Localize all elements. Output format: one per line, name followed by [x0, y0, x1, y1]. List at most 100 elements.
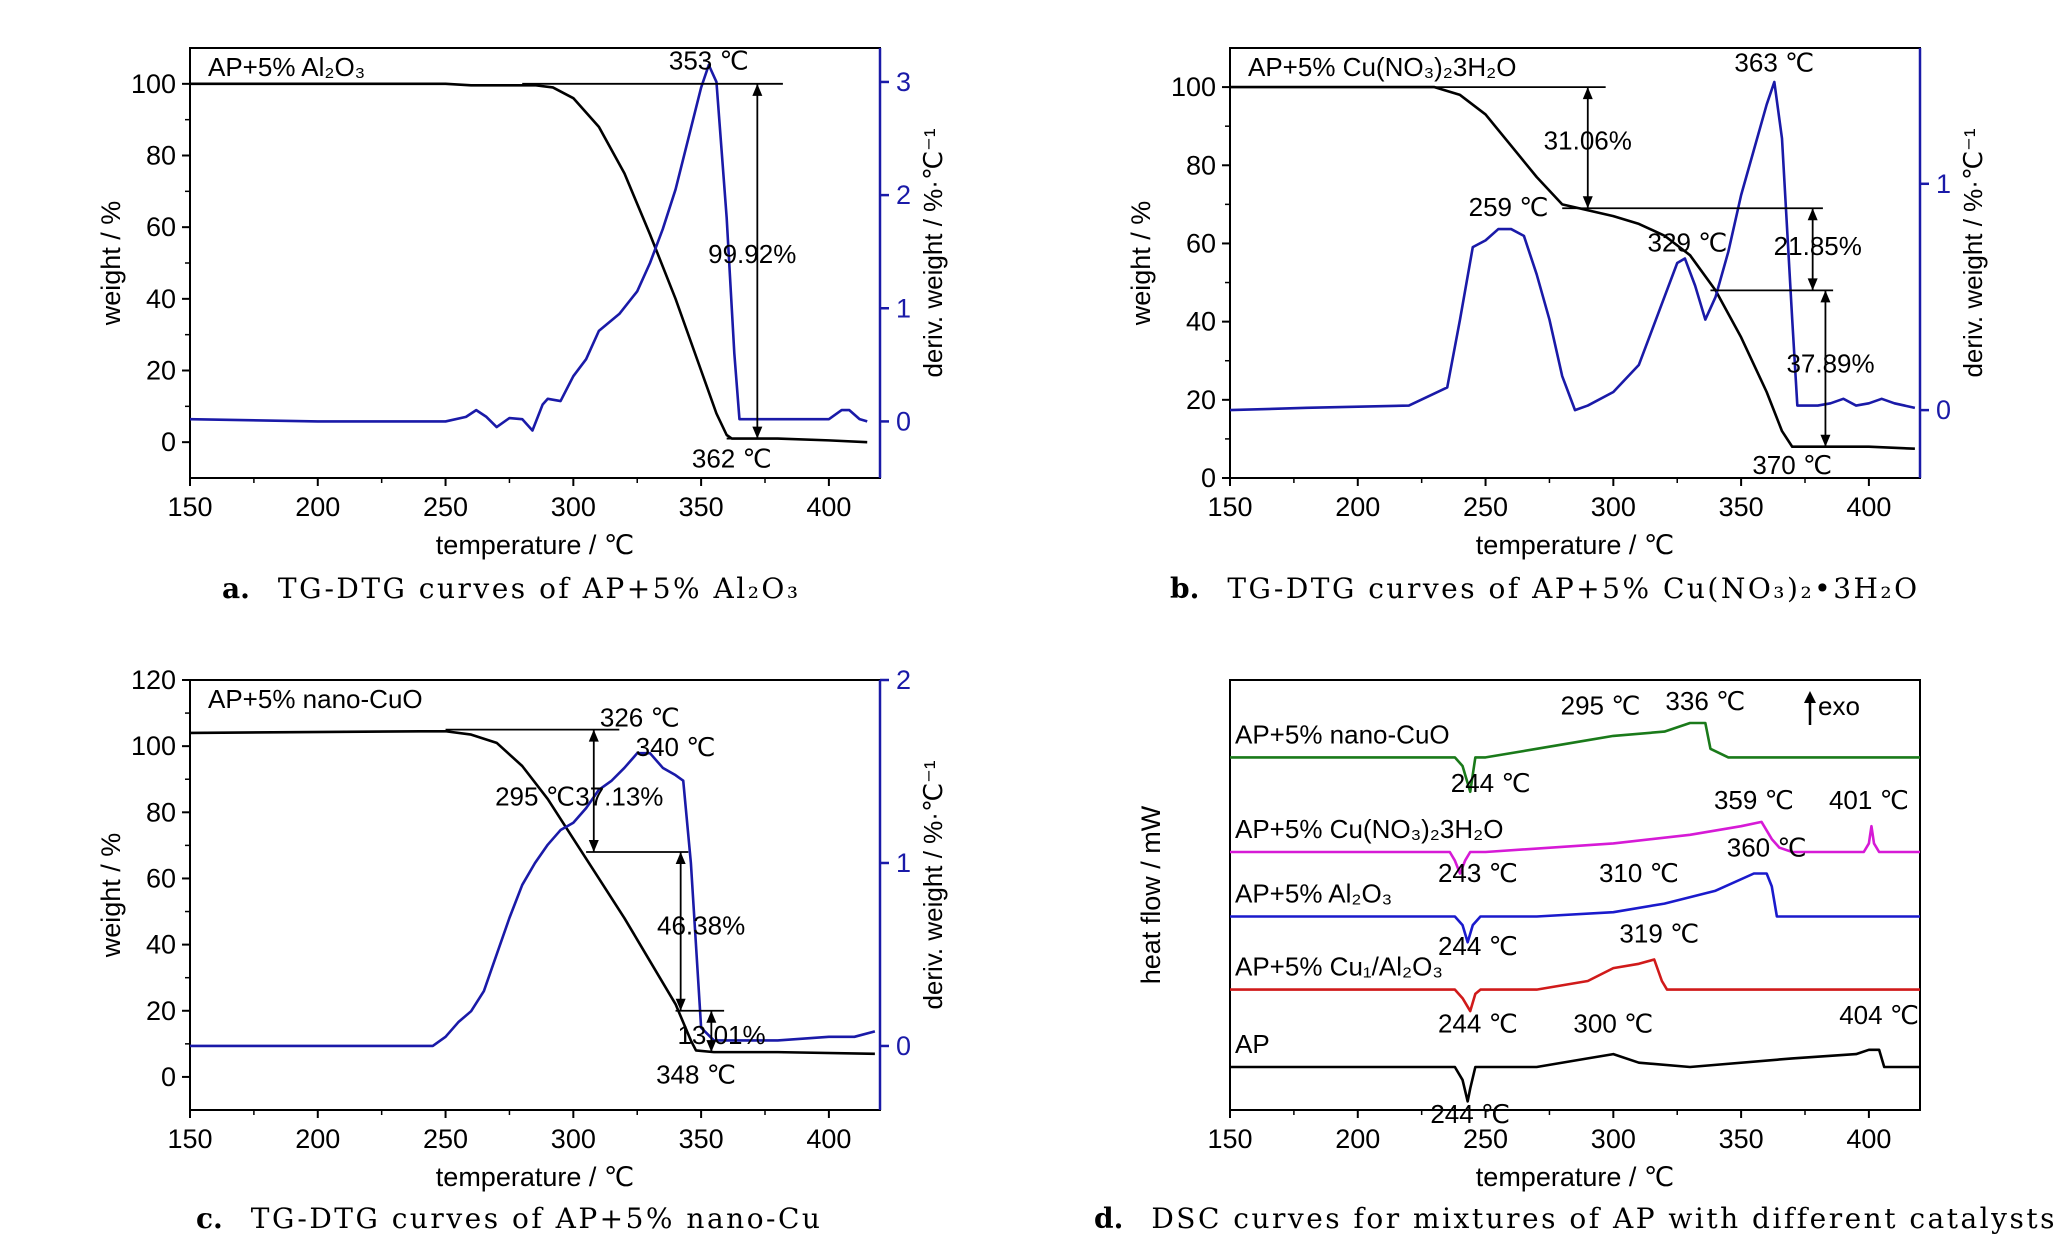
- dtg-curve-1: [189, 63, 868, 432]
- caption-c: c. TG-DTG curves of AP+5% nano-Cu: [196, 1202, 822, 1235]
- annotation-label: 259 ℃: [1469, 192, 1549, 222]
- x-tick-label: 350: [1719, 1124, 1764, 1154]
- y2-tick-label: 1: [1936, 169, 1951, 199]
- x-tick-label: 250: [1463, 492, 1508, 522]
- annotation-label: 295 ℃: [1561, 690, 1641, 720]
- y-tick-label: 60: [146, 212, 176, 242]
- x-tick-label: 400: [1846, 492, 1891, 522]
- x-tick-label: 350: [679, 1124, 724, 1154]
- step-arrow-3-head-bottom: [706, 1040, 717, 1053]
- y2-tick-label: 3: [896, 67, 911, 97]
- chart-panel-d: 150 200 250 300 350 400 temperature / ℃ heat fl…: [1100, 640, 2060, 1260]
- dsc-curve-0: [1230, 721, 1920, 794]
- step-arrow-head-bottom: [752, 426, 763, 439]
- y-axis-label: weight / %: [96, 201, 126, 327]
- annotation-label: 243 ℃: [1438, 858, 1518, 888]
- annotation-label: 348 ℃: [656, 1060, 736, 1090]
- x-axis-label: temperature / ℃: [436, 530, 634, 560]
- x-tick-label: 400: [806, 492, 851, 522]
- x-tick-label: 400: [806, 1124, 851, 1154]
- dsc-chart-d: 150 200 250 300 350 400 temperature / ℃ heat fl…: [1136, 679, 1921, 1192]
- dsc-curve-1: [1230, 820, 1920, 875]
- x-tick-label: 300: [551, 1124, 596, 1154]
- annotation-label: 363 ℃: [1734, 47, 1814, 77]
- y2-axis-label: deriv. weight / %·℃⁻¹: [1958, 128, 1988, 377]
- x-axis-label: temperature / ℃: [436, 1162, 634, 1192]
- annotation-label: 244 ℃: [1430, 1099, 1510, 1129]
- annotation-label: 326 ℃: [600, 702, 680, 732]
- caption-c-text: TG-DTG curves of AP+5% nano-Cu: [250, 1202, 823, 1235]
- annotation-label: 37.89%: [1786, 348, 1874, 378]
- x-tick-label: 350: [1719, 492, 1764, 522]
- chart-panel-c: 150 200 250 300 350 400 temperature / ℃ 0 20 40 60…: [80, 640, 948, 1260]
- x-tick-label: 200: [295, 492, 340, 522]
- y-tick-label: 120: [131, 665, 176, 695]
- x-axis-label: temperature / ℃: [1476, 1162, 1674, 1192]
- x-tick-label: 150: [167, 1124, 212, 1154]
- annotation-label: 99.92%: [708, 239, 796, 269]
- x-tick-label: 150: [167, 492, 212, 522]
- y2-tick-label: 1: [896, 848, 911, 878]
- caption-d: d. DSC curves for mixtures of AP with dif…: [1094, 1202, 2057, 1235]
- step-arrow-3-head-top: [706, 1010, 717, 1023]
- y-tick-label: 100: [1171, 72, 1216, 102]
- annotation-label: 37.13%: [575, 782, 663, 812]
- annotation-label: 295 ℃: [495, 782, 575, 812]
- y2-tick-label: 0: [1936, 395, 1951, 425]
- annotation-label: 46.38%: [657, 911, 745, 941]
- annotation-label: 244 ℃: [1451, 768, 1531, 798]
- y-tick-label: 60: [146, 863, 176, 893]
- series-label: AP+5% Cu₁/Al₂O₃: [1235, 952, 1443, 982]
- annotation-label: 244 ℃: [1438, 931, 1518, 961]
- y-tick-label: 80: [146, 797, 176, 827]
- y-tick-label: 40: [146, 930, 176, 960]
- dsc-curve-2: [1230, 872, 1920, 944]
- x-tick-label: 300: [551, 492, 596, 522]
- x-tick-label: 200: [1335, 1124, 1380, 1154]
- annotation-label: 310 ℃: [1599, 858, 1679, 888]
- annotation-label: 336 ℃: [1665, 686, 1745, 716]
- legend-label: AP+5% Cu(NO₃)₂3H₂O: [1248, 52, 1516, 82]
- step-arrow-3-head-bottom: [1820, 434, 1831, 447]
- series-label: AP+5% Cu(NO₃)₂3H₂O: [1235, 814, 1503, 844]
- exo-label: exo: [1818, 691, 1860, 721]
- x-tick-label: 200: [295, 1124, 340, 1154]
- step-arrow-1-head-top: [1582, 87, 1593, 100]
- step-arrow-2-head-bottom: [1807, 278, 1818, 291]
- caption-d-letter: d.: [1094, 1202, 1124, 1235]
- y2-tick-label: 2: [896, 180, 911, 210]
- caption-a: a. TG-DTG curves of AP+5% Al₂O₃: [222, 572, 801, 605]
- x-tick-label: 300: [1591, 492, 1636, 522]
- y-tick-label: 0: [1201, 463, 1216, 493]
- y2-tick-label: 0: [896, 1031, 911, 1061]
- y-tick-label: 60: [1186, 228, 1216, 258]
- y-tick-label: 100: [131, 69, 176, 99]
- series-label: AP: [1235, 1029, 1270, 1059]
- step-arrow-2-head-bottom: [675, 998, 686, 1011]
- y-axis-label: weight / %: [96, 833, 126, 959]
- step-arrow-head-top: [752, 83, 763, 96]
- tg-curve-0: [1230, 85, 1915, 450]
- tg-dtg-chart-b: 150 200 250 300 350 400 temperature / ℃ 0 20 40 60…: [1126, 47, 1988, 560]
- chart-panel-b: 150 200 250 300 350 400 temperature / ℃ 0 20 40 60…: [1100, 20, 2000, 630]
- y-tick-label: 0: [161, 427, 176, 457]
- x-tick-label: 400: [1846, 1124, 1891, 1154]
- y-tick-label: 40: [1186, 307, 1216, 337]
- step-arrow-1-head-top: [588, 729, 599, 742]
- step-arrow-3-head-top: [1820, 290, 1831, 303]
- y2-axis-label: deriv. weight / %·℃⁻¹: [918, 760, 948, 1009]
- legend-label: AP+5% nano-CuO: [208, 684, 423, 714]
- caption-b-text: TG-DTG curves of AP+5% Cu(NO₃)₂•3H₂O: [1227, 572, 1920, 605]
- dsc-curve-4: [1230, 1048, 1920, 1103]
- legend-label: AP+5% Al₂O₃: [208, 52, 365, 82]
- y-tick-label: 80: [1186, 150, 1216, 180]
- caption-b-letter: b.: [1170, 572, 1200, 605]
- x-tick-label: 200: [1335, 492, 1380, 522]
- y-tick-label: 100: [131, 731, 176, 761]
- series-label: AP+5% nano-CuO: [1235, 719, 1450, 749]
- tg-curve-0: [189, 729, 875, 1056]
- x-tick-label: 250: [1463, 1124, 1508, 1154]
- annotation-label: 359 ℃: [1714, 785, 1794, 815]
- annotation-label: 353 ℃: [669, 46, 749, 76]
